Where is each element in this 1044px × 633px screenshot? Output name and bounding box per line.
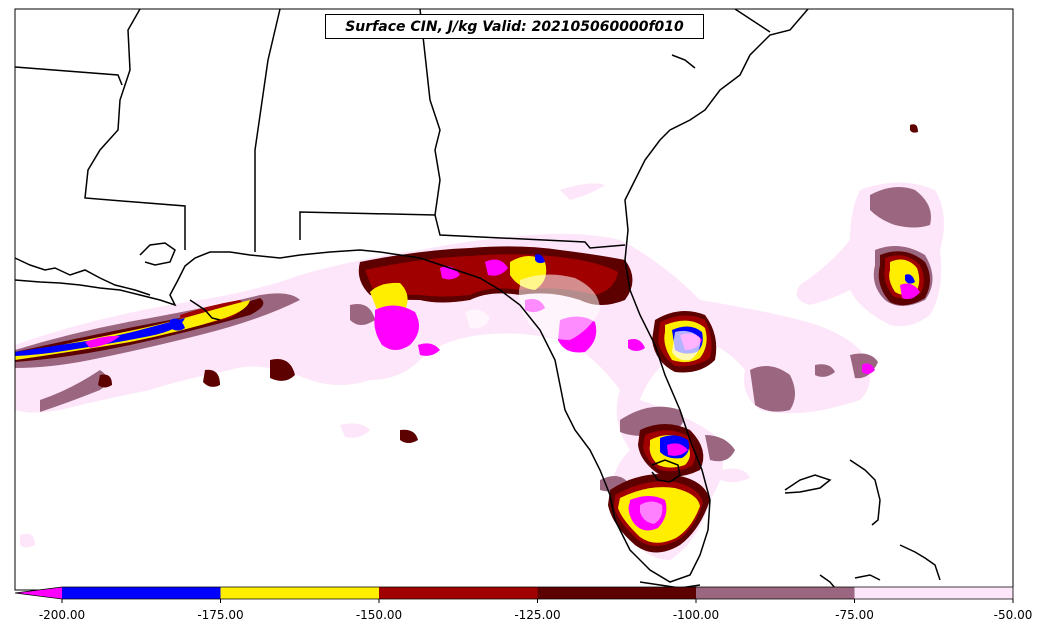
colorbar-tick-label: -200.00 [38, 608, 86, 622]
island-outline [854, 574, 881, 581]
colorbar-segment [537, 587, 697, 599]
colorbar-tick-label: -75.00 [835, 608, 874, 622]
island-outline [899, 544, 941, 581]
colorbar-segment [379, 587, 538, 599]
map-title: Surface CIN, J/kg Valid: 202105060000f01… [325, 14, 704, 39]
colorbar-segments [62, 587, 1014, 599]
state-border [14, 66, 123, 86]
island-outline [819, 574, 836, 589]
coastline [14, 257, 151, 296]
colorbar-segment [220, 587, 380, 599]
colorbar-tick-label: -150.00 [355, 608, 403, 622]
coastline [189, 299, 221, 321]
colorbar-segment [854, 587, 1014, 599]
island-outline [849, 459, 881, 526]
coastline [14, 8, 809, 583]
lake-outline [139, 242, 176, 266]
colorbar-tick-label: -175.00 [197, 608, 244, 622]
colorbar-tick-label: -100.00 [672, 608, 720, 622]
colorbar-tick-label: -50.00 [993, 608, 1033, 622]
colorbar-outline [14, 586, 1014, 600]
state-border [734, 8, 771, 33]
colorbar-extend-triangle [15, 587, 62, 599]
boundaries-layer [14, 8, 941, 589]
island-outline [784, 474, 832, 494]
lake-outline [651, 459, 681, 483]
colorbar-tick-label: -125.00 [514, 608, 561, 622]
colorbar-ticks [61, 599, 1014, 603]
island-outline [671, 54, 696, 69]
colorbar-segment [62, 587, 221, 599]
state-border [84, 8, 186, 250]
state-border [299, 8, 441, 240]
state-border [434, 214, 626, 249]
colorbar [14, 586, 1014, 603]
state-border [254, 8, 281, 252]
coastline [639, 581, 701, 589]
colorbar-segment [696, 587, 855, 599]
